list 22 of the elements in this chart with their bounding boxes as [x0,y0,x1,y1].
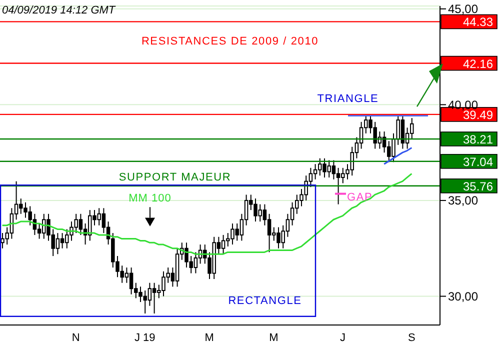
annotation: SUPPORT MAJEUR [118,171,232,184]
x-tick-label: S [408,332,416,344]
x-tick-label: M [269,332,278,344]
annotation: 04/09/2019 14:12 GMT [2,4,116,17]
ref-line-label: 42.16 [462,56,494,71]
annotation: RECTANGLE [228,294,302,307]
annotation: TRIANGLE [317,93,379,106]
annotation: GAP [347,191,373,204]
x-tick-label: M [204,332,214,344]
y-tick-label: 35,00 [448,194,478,208]
ref-line-label: 35.76 [462,179,494,194]
ref-line-label: 37.04 [462,154,494,169]
ref-line-label: 44.33 [462,15,494,30]
annotation: RESISTANCES DE 2009 / 2010 [141,35,319,48]
y-tick-label: 30,00 [448,290,478,304]
x-tick-label: J 19 [134,332,156,344]
y-tick-label: 45,00 [448,2,478,16]
ref-line-label: 38.21 [462,132,494,146]
line-series [383,147,412,165]
x-tick-label: J [340,332,346,344]
x-tick-label: N [72,332,80,344]
text: MM 100 [128,192,172,204]
